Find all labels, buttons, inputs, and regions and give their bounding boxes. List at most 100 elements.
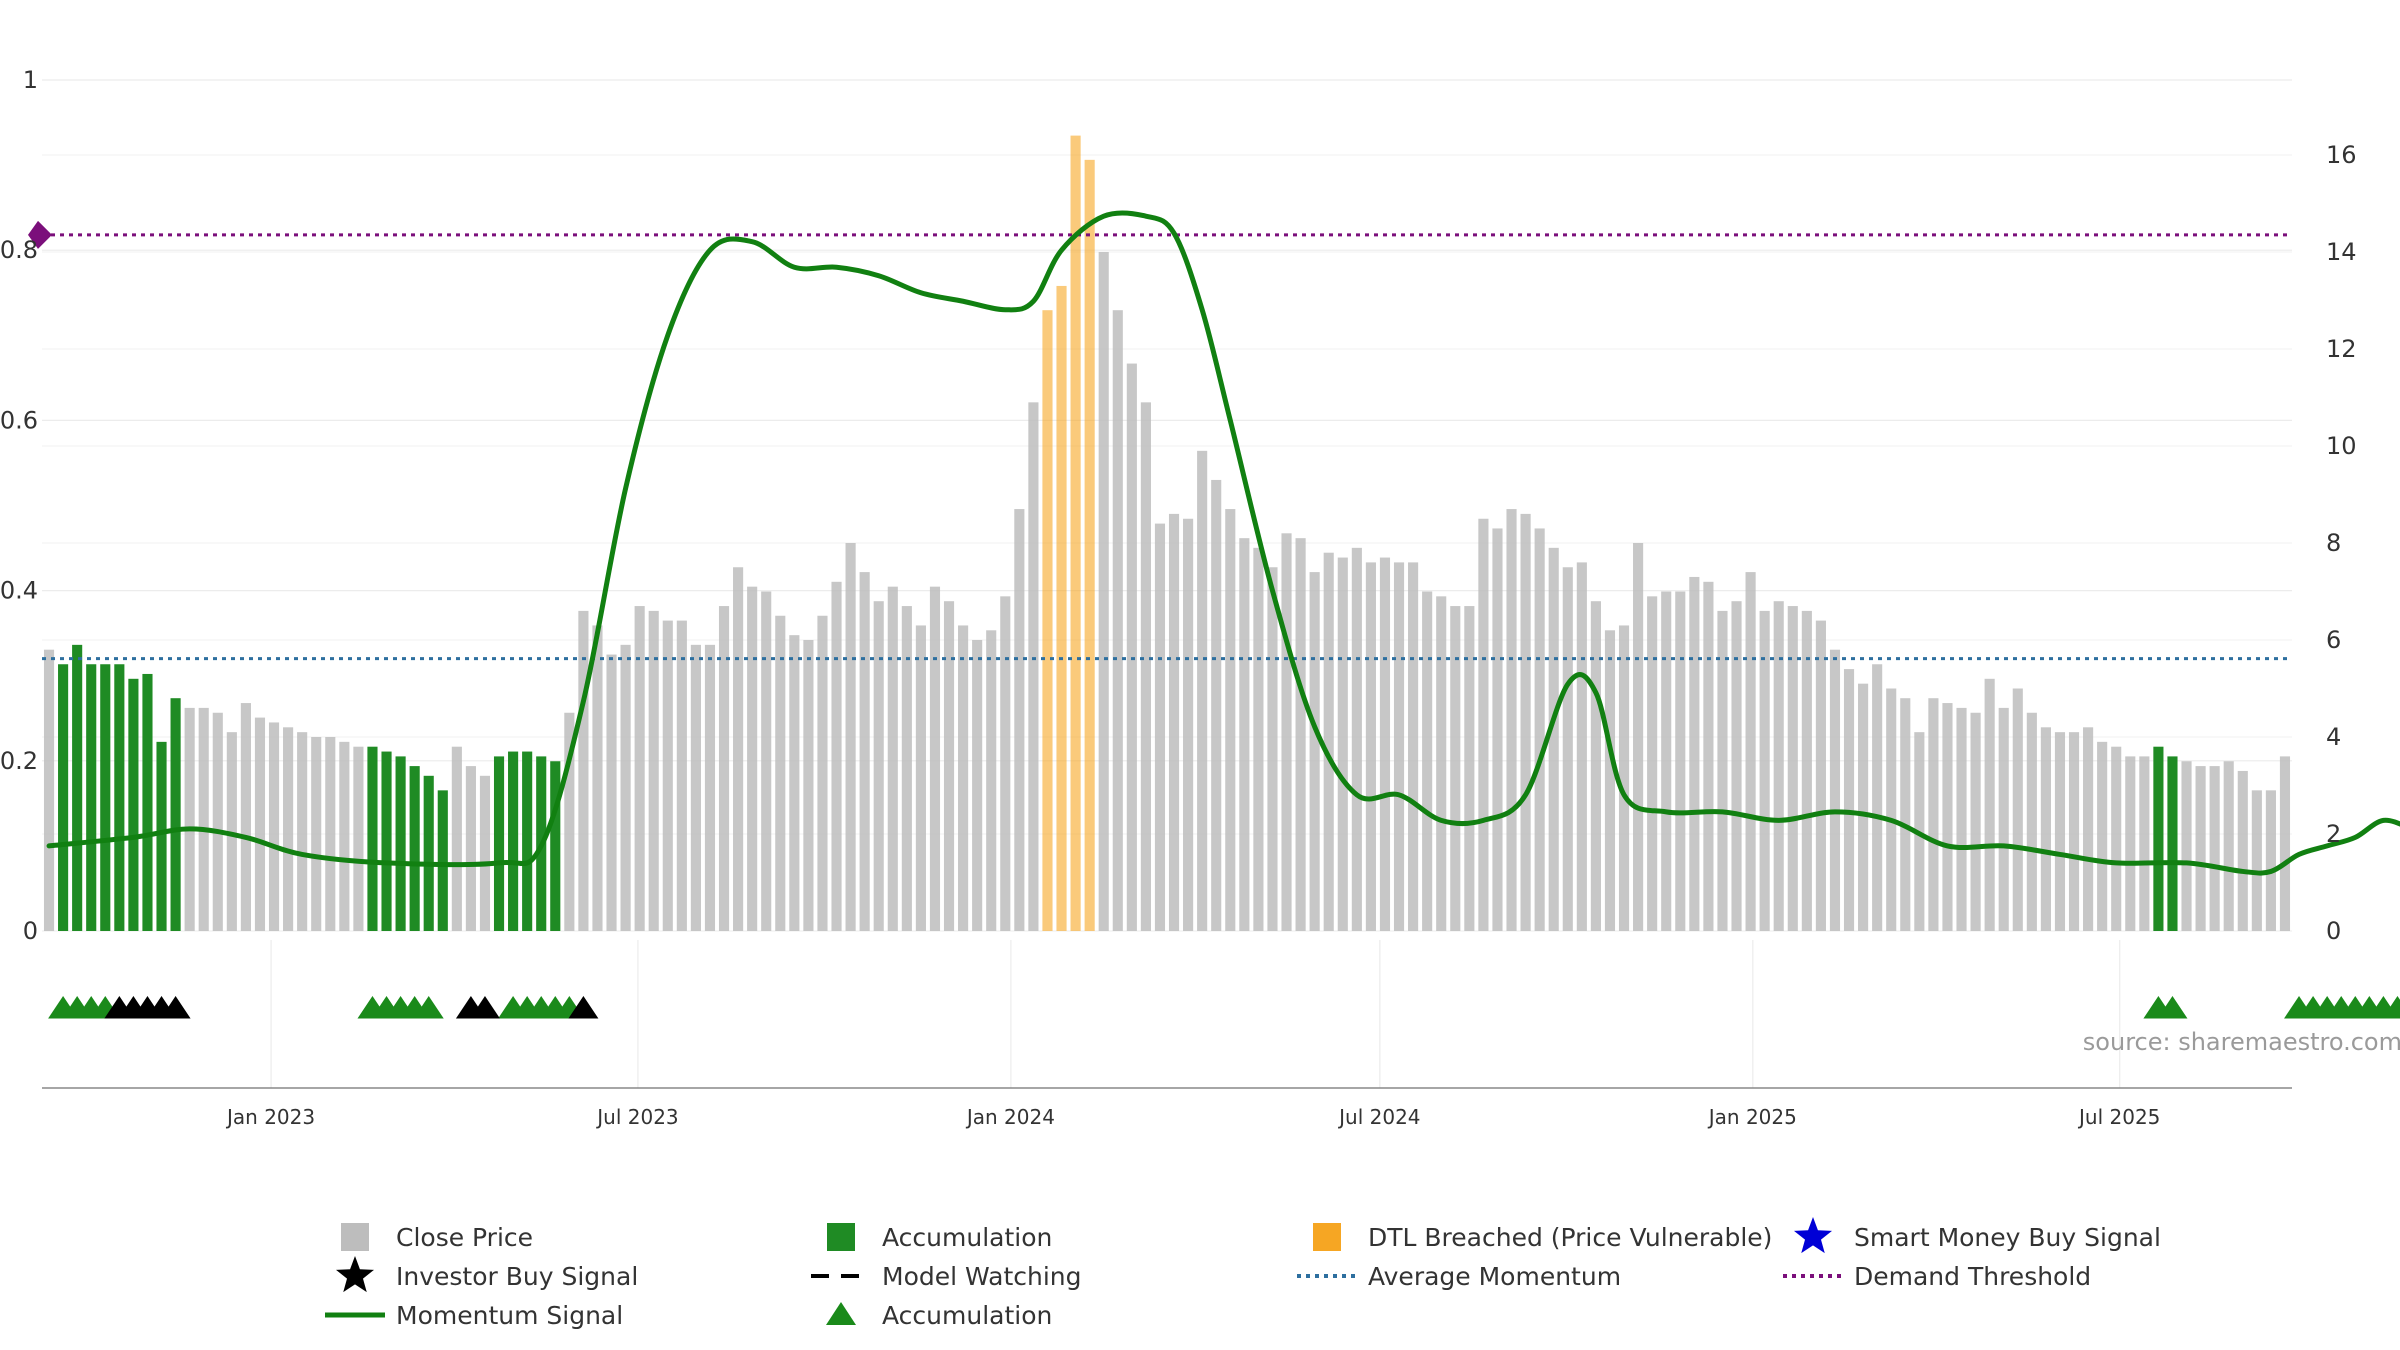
price-bar-42 bbox=[634, 606, 645, 931]
price-bar-105 bbox=[1520, 513, 1531, 931]
legend-label-1: Accumulation bbox=[882, 1223, 1052, 1252]
price-bar-47 bbox=[704, 644, 716, 931]
price-bar-123 bbox=[1773, 601, 1784, 931]
price-bar-17 bbox=[283, 727, 294, 931]
price-bar-121 bbox=[1745, 572, 1756, 931]
accumulation-bar-32 bbox=[493, 756, 505, 931]
price-bar-65 bbox=[958, 625, 969, 931]
price-bar-39 bbox=[592, 625, 603, 931]
accumulation-marker-23 bbox=[2382, 996, 2400, 1019]
accumulation-bar-4 bbox=[100, 664, 111, 931]
price-bar-132 bbox=[1900, 698, 1911, 931]
price-bar-57 bbox=[845, 543, 856, 931]
accumulation-bar-150 bbox=[2153, 746, 2164, 931]
price-bar-53 bbox=[789, 635, 800, 931]
price-bar-68 bbox=[1000, 596, 1011, 931]
price-bar-77 bbox=[1126, 363, 1137, 931]
price-bar-46 bbox=[690, 644, 701, 931]
price-bar-143 bbox=[2054, 732, 2066, 931]
legend-label-8: Momentum Signal bbox=[396, 1301, 623, 1330]
price-bar-11 bbox=[198, 707, 209, 931]
price-bar-83 bbox=[1211, 479, 1222, 931]
investor-buy-marker-6 bbox=[469, 996, 500, 1019]
legend: Close Price Accumulation DTL Breached (Pri… bbox=[325, 1217, 2161, 1330]
legend-label-9: Accumulation bbox=[882, 1301, 1052, 1330]
price-bar-21 bbox=[339, 741, 350, 931]
price-bar-136 bbox=[1956, 707, 1967, 931]
source-label: source: sharemaestro.com bbox=[2083, 1028, 2400, 1056]
price-bar-95 bbox=[1379, 557, 1391, 931]
price-bar-16 bbox=[268, 722, 280, 931]
price-bar-81 bbox=[1183, 518, 1194, 931]
price-bar-135 bbox=[1942, 703, 1953, 931]
right-tick-label: 16 bbox=[2326, 141, 2357, 169]
price-bar-14 bbox=[240, 703, 251, 931]
x-tick-label: Jul 2025 bbox=[2077, 1105, 2160, 1129]
price-bar-117 bbox=[1689, 576, 1700, 931]
price-bar-149 bbox=[2139, 756, 2150, 931]
accumulation-bar-5 bbox=[114, 664, 125, 931]
price-bar-70 bbox=[1028, 402, 1039, 932]
price-bar-69 bbox=[1014, 509, 1025, 931]
price-bar-90 bbox=[1309, 572, 1320, 931]
reference-lines bbox=[28, 220, 2292, 661]
price-bar-54 bbox=[803, 640, 814, 931]
price-bar-86 bbox=[1253, 547, 1264, 931]
price-bar-145 bbox=[2083, 727, 2094, 931]
price-bar-97 bbox=[1408, 562, 1419, 931]
legend-label-4: Investor Buy Signal bbox=[396, 1262, 638, 1291]
right-tick-label: 0 bbox=[2326, 917, 2341, 945]
investor-buy-marker-7 bbox=[568, 996, 599, 1019]
price-bar-158 bbox=[2265, 790, 2276, 931]
price-bar-102 bbox=[1478, 518, 1489, 931]
price-bar-146 bbox=[2097, 741, 2108, 931]
price-bar-91 bbox=[1323, 552, 1334, 931]
price-bar-93 bbox=[1351, 547, 1362, 931]
price-bar-99 bbox=[1436, 596, 1447, 931]
dtl-bar-74 bbox=[1084, 159, 1095, 932]
price-bar-140 bbox=[2012, 688, 2023, 931]
price-bar-12 bbox=[212, 712, 223, 931]
right-tick-label: 8 bbox=[2326, 529, 2341, 557]
price-bar-110 bbox=[1590, 601, 1601, 931]
momentum-signal-line bbox=[46, 210, 2400, 876]
x-tick-label: Jan 2024 bbox=[965, 1105, 1055, 1129]
price-bar-51 bbox=[761, 591, 772, 931]
accumulation-bar-26 bbox=[409, 766, 420, 931]
legend-label-3: Smart Money Buy Signal bbox=[1854, 1223, 2161, 1252]
price-bar-153 bbox=[2195, 766, 2206, 931]
x-tick-label: Jan 2023 bbox=[225, 1105, 315, 1129]
price-bar-40 bbox=[606, 654, 617, 931]
price-bar-144 bbox=[2068, 732, 2080, 931]
price-bar-44 bbox=[662, 620, 673, 931]
accumulation-bar-27 bbox=[423, 775, 434, 931]
price-bar-60 bbox=[887, 586, 898, 931]
price-bar-79 bbox=[1154, 523, 1166, 931]
price-bar-108 bbox=[1562, 567, 1573, 931]
signal-strip bbox=[48, 996, 2400, 1019]
accumulation-bar-33 bbox=[508, 751, 519, 931]
price-bar-111 bbox=[1604, 630, 1616, 931]
legend-symbol-1 bbox=[827, 1223, 855, 1251]
price-bar-59 bbox=[873, 601, 884, 931]
price-bar-10 bbox=[184, 707, 195, 931]
price-bar-131 bbox=[1886, 688, 1897, 931]
accumulation-bar-7 bbox=[142, 673, 153, 931]
price-bar-29 bbox=[451, 746, 462, 931]
price-bar-49 bbox=[733, 567, 744, 931]
price-bar-124 bbox=[1787, 606, 1798, 931]
right-tick-label: 12 bbox=[2326, 335, 2357, 363]
price-bar-147 bbox=[2111, 746, 2122, 931]
price-bar-64 bbox=[943, 601, 955, 931]
price-bar-141 bbox=[2026, 712, 2037, 931]
price-bar-76 bbox=[1112, 310, 1123, 931]
legend-label-5: Model Watching bbox=[882, 1262, 1082, 1291]
price-bar-139 bbox=[1998, 707, 2009, 931]
price-bar-112 bbox=[1618, 625, 1630, 931]
price-bar-96 bbox=[1393, 562, 1405, 931]
price-bar-127 bbox=[1829, 649, 1841, 931]
price-bar-20 bbox=[325, 737, 336, 931]
price-bar-116 bbox=[1675, 591, 1686, 931]
right-tick-label: 6 bbox=[2326, 626, 2341, 654]
